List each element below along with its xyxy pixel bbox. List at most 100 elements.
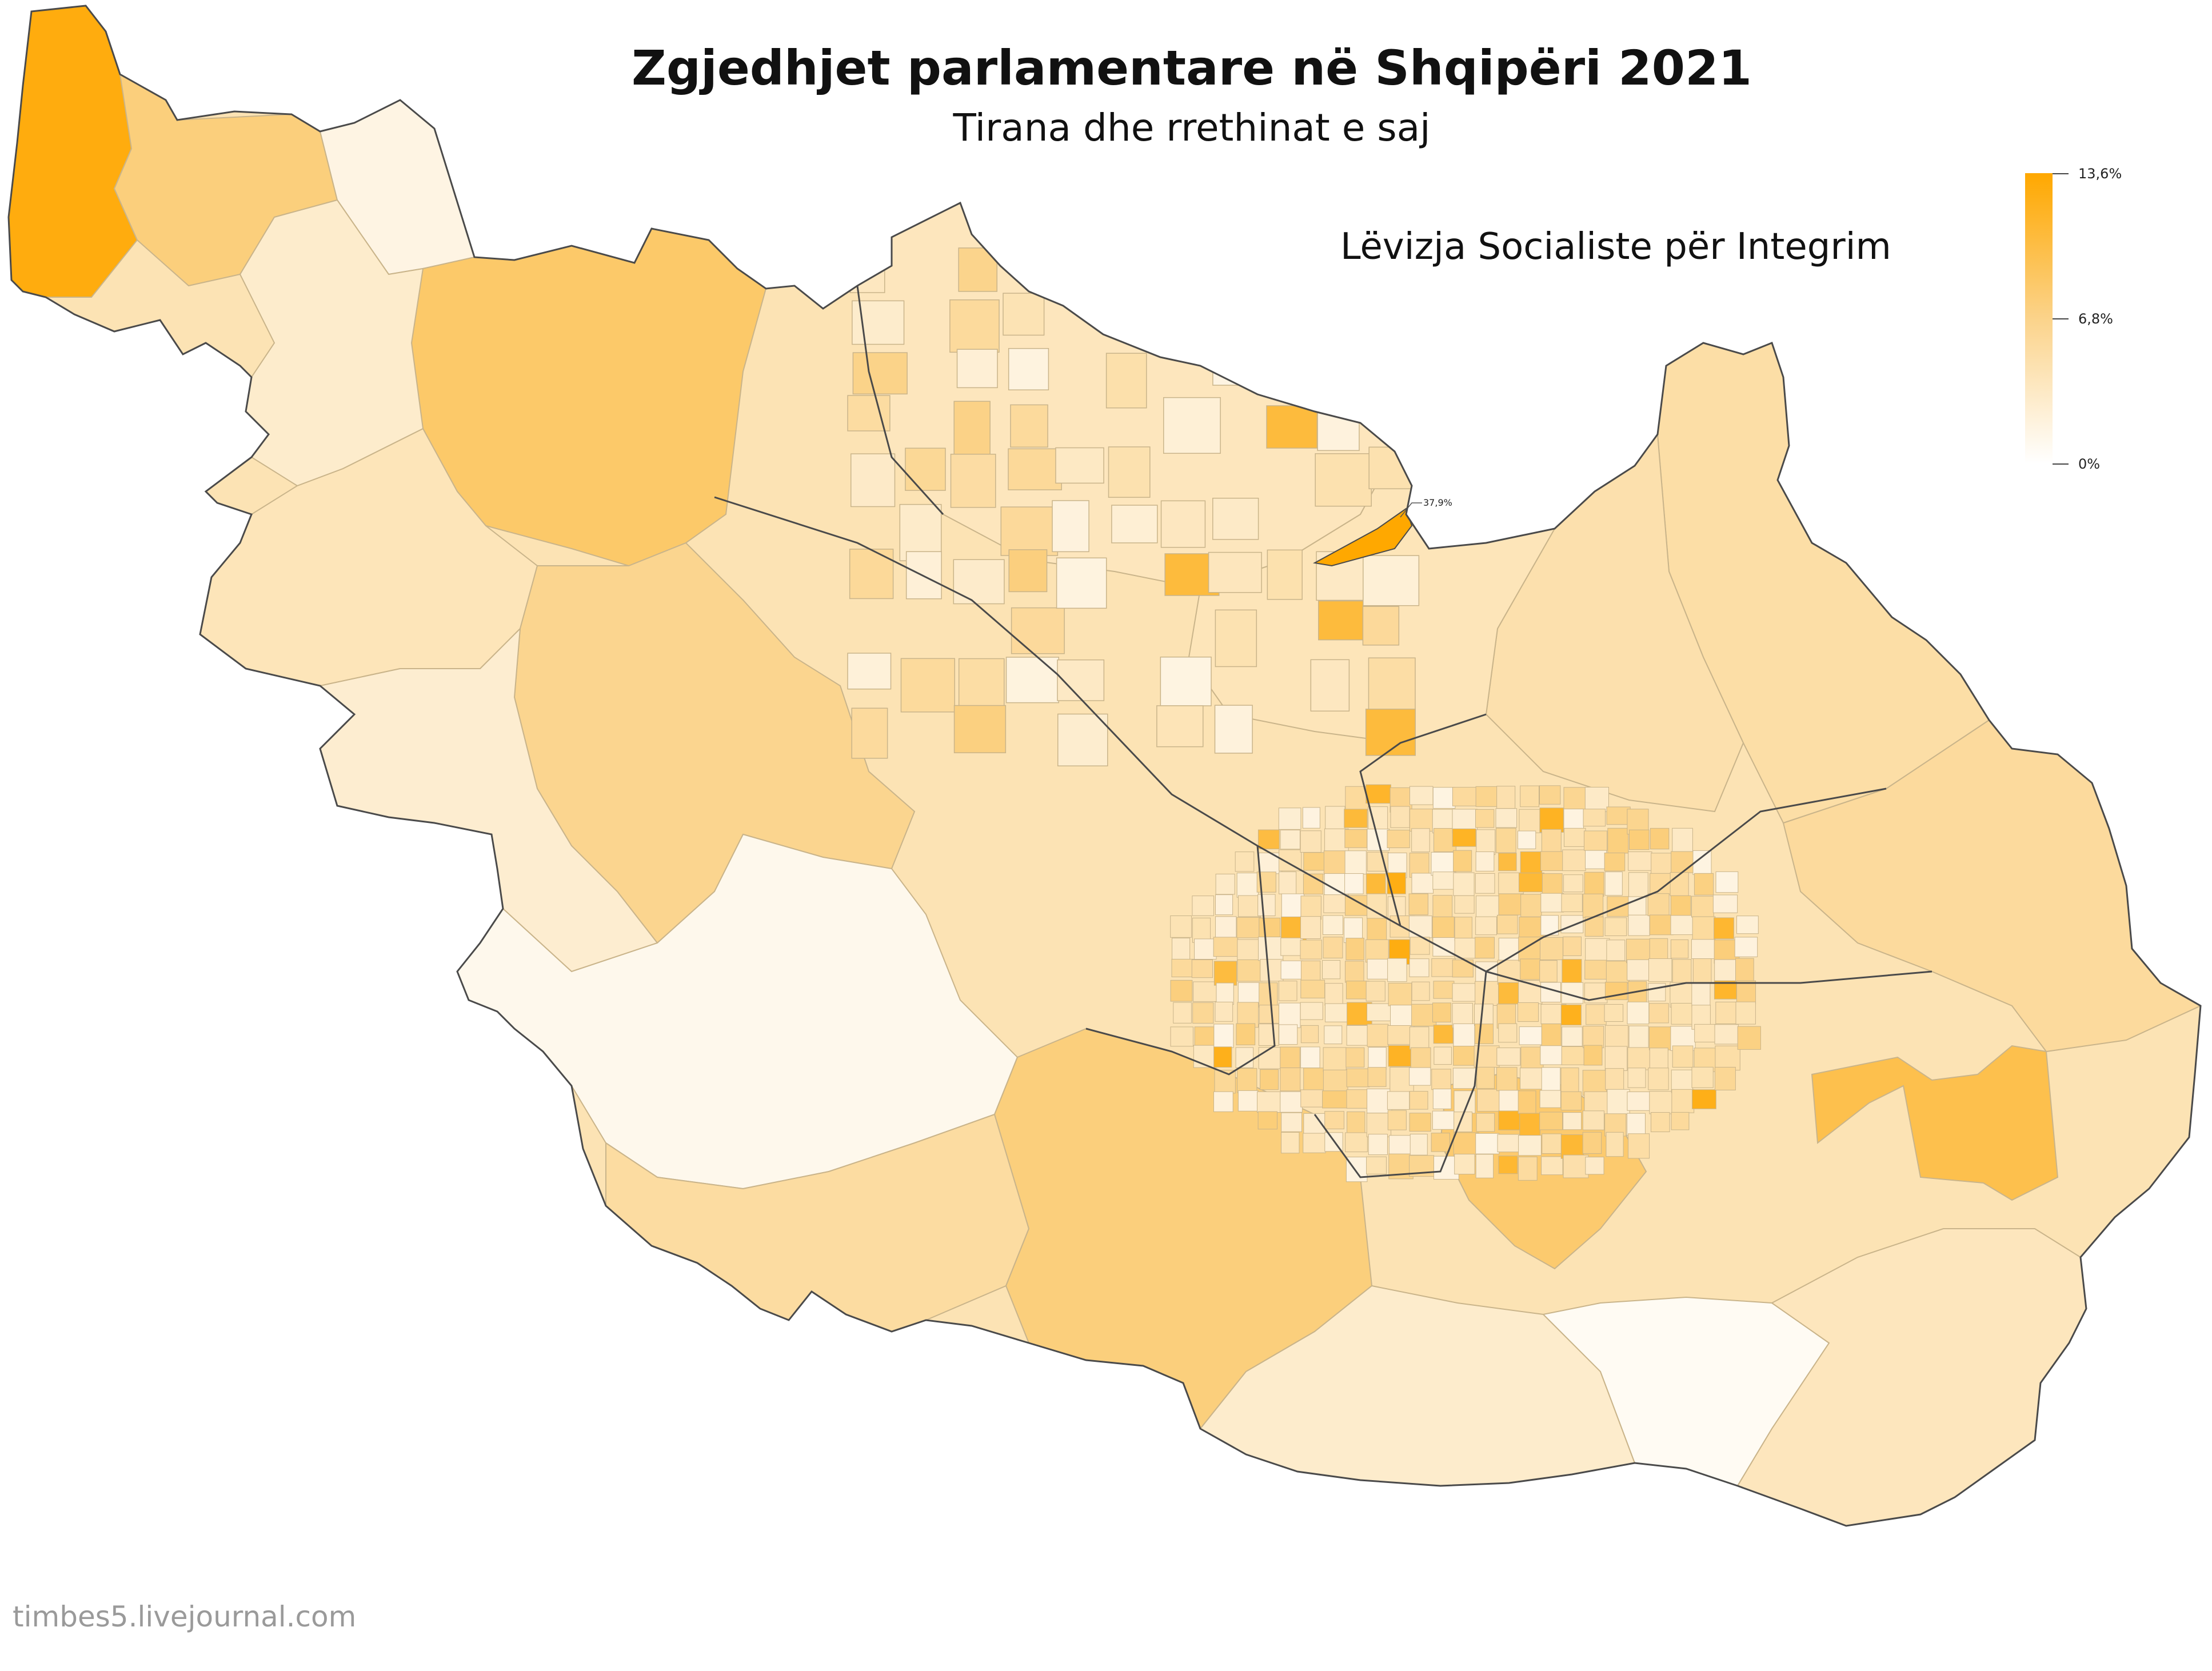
urban-cell xyxy=(1671,1112,1690,1130)
urban-cell xyxy=(1215,1001,1233,1022)
village-cell xyxy=(1005,657,1059,703)
urban-cell xyxy=(1715,1001,1739,1024)
village-cell xyxy=(905,447,946,491)
map-subtitle: Tirana dhe rrethinat e saj xyxy=(953,106,1431,150)
village-cell xyxy=(1315,453,1372,507)
urban-cell xyxy=(1410,1047,1431,1071)
urban-cell xyxy=(1390,806,1410,828)
urban-cell xyxy=(1694,1024,1716,1042)
urban-cell xyxy=(1192,917,1211,943)
urban-cell xyxy=(1518,873,1544,893)
village-cell xyxy=(1258,342,1299,382)
urban-cell xyxy=(1627,959,1651,981)
village-cell xyxy=(1108,446,1151,498)
urban-cell xyxy=(1475,786,1499,807)
legend-color-bar xyxy=(2025,173,2053,463)
urban-cell xyxy=(1584,872,1604,897)
urban-cell xyxy=(1586,1004,1607,1025)
urban-cell xyxy=(1322,1090,1348,1109)
urban-cell xyxy=(1627,1001,1650,1025)
urban-cell xyxy=(1280,1068,1301,1092)
highlighted-unit xyxy=(1312,507,1413,567)
urban-cell xyxy=(1607,1089,1630,1115)
urban-cell xyxy=(1519,1113,1541,1136)
urban-cell xyxy=(1300,980,1325,998)
urban-cell xyxy=(1691,1066,1714,1088)
urban-cell xyxy=(1411,1004,1437,1026)
urban-cell xyxy=(1648,1026,1674,1050)
urban-cell xyxy=(1563,936,1582,956)
village-cell xyxy=(1214,705,1253,754)
urban-cell xyxy=(1279,872,1297,894)
urban-cell xyxy=(1345,981,1369,1000)
village-cell xyxy=(849,245,885,293)
village-cell xyxy=(1163,247,1216,284)
urban-cell xyxy=(1604,852,1626,872)
urban-cell xyxy=(1561,893,1583,912)
urban-cell xyxy=(1650,827,1670,850)
urban-cell xyxy=(1582,893,1604,918)
urban-cell xyxy=(1454,1154,1475,1175)
urban-cell xyxy=(1367,1003,1392,1021)
village-cell xyxy=(949,299,1000,353)
urban-cell xyxy=(1213,961,1237,986)
village-cell xyxy=(849,549,894,599)
village-cell xyxy=(1105,353,1147,409)
urban-cell xyxy=(1170,1026,1193,1047)
urban-cell xyxy=(1517,830,1536,849)
village-cell xyxy=(847,653,892,690)
urban-cell xyxy=(1409,786,1434,805)
legend-label-mid: 6,8% xyxy=(2078,311,2113,327)
urban-cell xyxy=(1191,959,1213,978)
urban-cell xyxy=(1322,915,1343,936)
urban-cell xyxy=(1541,1024,1562,1048)
urban-cell xyxy=(1344,809,1368,828)
urban-cell xyxy=(1539,807,1564,833)
district-boundary-3 xyxy=(1313,971,1487,1178)
village-cell xyxy=(1311,299,1365,353)
urban-cell xyxy=(1477,1089,1500,1112)
urban-cell xyxy=(1520,851,1543,875)
urban-cell xyxy=(1540,851,1564,871)
village-cell xyxy=(1208,551,1262,593)
urban-cell xyxy=(1237,1090,1259,1112)
legend-label-max: 13,6% xyxy=(2078,166,2122,182)
urban-cell xyxy=(1475,916,1498,936)
urban-cell xyxy=(1714,917,1734,940)
urban-cell xyxy=(1432,1002,1451,1023)
urban-cell xyxy=(1540,893,1564,913)
urban-cell xyxy=(1498,1156,1518,1174)
urban-cell xyxy=(1408,893,1428,916)
urban-cell xyxy=(1496,786,1516,809)
urban-cell xyxy=(1454,895,1475,914)
urban-cell xyxy=(1714,1066,1736,1090)
urban-cell xyxy=(1279,1024,1298,1045)
urban-cell xyxy=(1560,915,1584,933)
urban-cell xyxy=(1300,940,1322,960)
urban-cell xyxy=(1584,786,1609,812)
urban-cell xyxy=(1257,1091,1282,1113)
urban-cell xyxy=(1496,1048,1521,1066)
urban-cell xyxy=(1474,1004,1494,1026)
urban-cell xyxy=(1452,828,1476,847)
urban-cell xyxy=(1498,937,1522,963)
urban-cell xyxy=(1324,1111,1344,1129)
urban-cell xyxy=(1499,1090,1520,1114)
urban-cell xyxy=(1213,1091,1233,1112)
urban-cell xyxy=(1562,849,1586,872)
urban-cell xyxy=(1302,807,1320,829)
district-boundary-4 xyxy=(1085,845,1276,1076)
urban-cell xyxy=(1237,959,1263,982)
urban-cell xyxy=(1172,937,1191,963)
urban-cell xyxy=(1431,1069,1451,1090)
urban-cell xyxy=(1498,982,1522,1005)
urban-cell xyxy=(1560,1091,1582,1111)
village-cell xyxy=(953,401,991,455)
urban-cell xyxy=(1173,1002,1192,1024)
urban-cell xyxy=(1627,1068,1646,1088)
village-cell xyxy=(958,247,998,292)
urban-cell xyxy=(1648,1068,1669,1090)
urban-cell xyxy=(1519,917,1544,941)
urban-cell xyxy=(1520,785,1540,807)
urban-cell xyxy=(1281,1112,1303,1132)
